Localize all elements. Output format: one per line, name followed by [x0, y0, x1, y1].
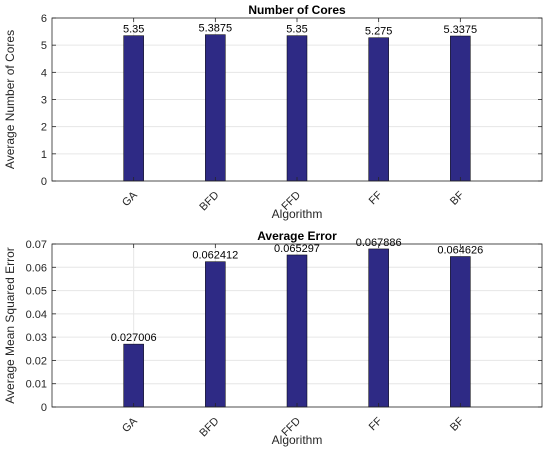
chart-1-data-label: 5.35: [286, 24, 307, 36]
chart-1-data-label: 5.3375: [444, 24, 478, 36]
chart-1-bar-ga: [123, 35, 144, 182]
chart-2-y-axis-label: Average Mean Squared Error: [3, 247, 17, 404]
chart-2-title: Average Error: [257, 229, 337, 243]
chart-2-data-label: 0.027006: [111, 332, 157, 344]
chart-1-y-tick-label: 6: [41, 13, 47, 25]
chart-1-x-tick-label: GA: [120, 189, 140, 209]
chart-2-y-tick-label: 0.01: [26, 379, 47, 391]
chart-1-data-label: 5.3875: [199, 23, 233, 35]
chart-2-data-label: 0.067886: [356, 237, 402, 249]
chart-2-x-tick-label: GA: [120, 415, 140, 435]
chart-1-bar-bf: [450, 35, 471, 182]
chart-1-x-tick-label: BF: [448, 189, 467, 208]
chart-2-y-tick-label: 0.07: [26, 239, 47, 251]
chart-1-y-tick-label: 0: [41, 176, 47, 188]
chart-2-data-label: 0.064626: [437, 245, 483, 257]
chart-1-data-label: 5.35: [123, 24, 144, 36]
chart-1-x-tick-label: FF: [367, 189, 385, 207]
chart-2-x-tick-label: BF: [448, 415, 467, 434]
chart-2-bar-bf: [450, 256, 471, 408]
chart-2-y-tick-label: 0.05: [26, 286, 47, 298]
chart-2-y-tick-label: 0.06: [26, 262, 47, 274]
chart-1-x-tick-label: BFD: [197, 189, 221, 213]
chart-1-bar-bfd: [205, 34, 226, 182]
chart-1-y-tick-label: 2: [41, 122, 47, 134]
chart-1-title: Number of Cores: [248, 3, 346, 17]
chart-2-data-label: 0.065297: [274, 243, 320, 255]
chart-2-y-tick-label: 0.02: [26, 355, 47, 367]
chart-2-x-axis-label: Algorithm: [272, 433, 323, 447]
chart-1-y-tick-label: 4: [41, 67, 47, 79]
chart-1-y-tick-label: 3: [41, 95, 47, 107]
chart-1-data-label: 5.275: [365, 26, 393, 38]
chart-1-x-axis-label: Algorithm: [272, 207, 323, 221]
chart-2-bar-ga: [123, 343, 144, 408]
chart-1-y-axis-label: Average Number of Cores: [3, 30, 17, 169]
chart-1-bar-ffd: [286, 35, 308, 182]
chart-2-y-tick-label: 0: [41, 402, 47, 414]
chart-2-bar-bfd: [205, 261, 226, 408]
chart-1-y-tick-label: 1: [41, 149, 47, 161]
chart-2-x-tick-label: BFD: [197, 415, 221, 439]
chart-2-y-tick-label: 0.04: [26, 309, 47, 321]
chart-2-bar-ff: [368, 248, 389, 408]
chart-1-bar-ff: [368, 37, 389, 182]
chart-2-data-label: 0.062412: [192, 250, 238, 262]
chart-2-y-tick-label: 0.03: [26, 332, 47, 344]
chart-2-bar-ffd: [286, 254, 308, 408]
chart-1-y-tick-label: 5: [41, 40, 47, 52]
chart-2-x-tick-label: FF: [367, 415, 385, 433]
